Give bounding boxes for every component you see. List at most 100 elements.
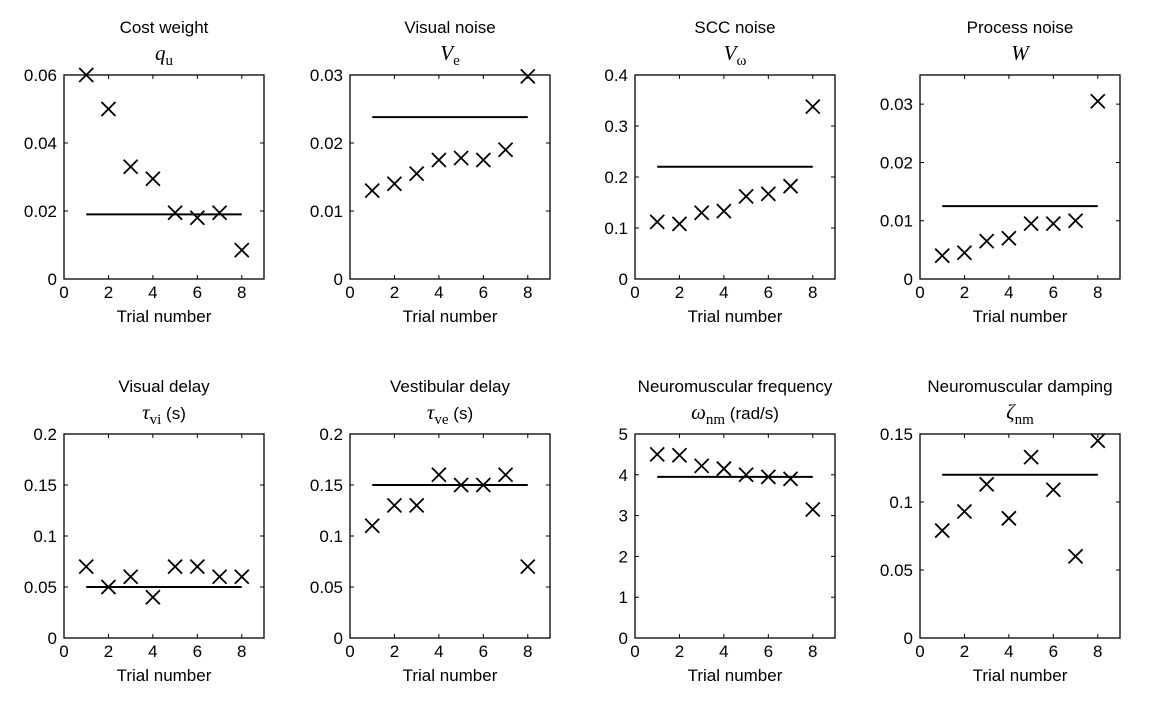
symbol-main: V	[724, 41, 739, 65]
plot-symbol: ζnm	[1006, 400, 1034, 428]
symbol-subscript: e	[453, 53, 460, 69]
x-axis-label: Trial number	[973, 666, 1068, 685]
y-tick-label: 0.06	[24, 66, 57, 85]
symbol-main: ω	[691, 400, 706, 424]
subplot-5: Visual delay τvi (s) 0 2 4 6 8 0 0.05 0.1 0.15 0.2 T…	[24, 377, 265, 685]
data-point	[805, 98, 821, 115]
data-point	[934, 522, 950, 539]
y-tick-label: 0.2	[319, 425, 343, 444]
marker-stroke	[694, 205, 710, 221]
subplot-2: Visual noise Ve 0 2 4 6 8 0 0.01 0.02 0.03 Trial nu…	[310, 18, 551, 326]
x-axis-label: Trial number	[117, 666, 212, 685]
symbol-unit: (rad/s)	[725, 404, 779, 423]
y-tick-label: 0.02	[880, 153, 913, 172]
x-tick-label: 2	[390, 283, 399, 302]
marker-stroke	[956, 503, 973, 520]
y-tick-label: 0.05	[24, 578, 57, 597]
y-tick-label: 0.01	[880, 212, 913, 231]
x-tick-label: 4	[719, 642, 728, 661]
data-point	[167, 205, 183, 221]
data-point	[1067, 548, 1084, 565]
plot-title: SCC noise	[694, 18, 775, 37]
subplot-6: Vestibular delay τve (s) 0 2 4 6 8 0 0.05 0.1 0.15…	[310, 377, 551, 685]
marker-stroke	[1045, 482, 1061, 498]
marker-stroke	[694, 458, 710, 474]
data-point	[409, 165, 425, 182]
marker-stroke	[123, 159, 139, 175]
y-tick-label: 2	[619, 547, 628, 566]
marker-stroke	[738, 467, 754, 483]
data-point	[100, 579, 117, 595]
x-tick-label: 2	[960, 283, 969, 302]
plot-symbol: τvi (s)	[142, 400, 186, 428]
marker-stroke	[979, 476, 995, 492]
marker-stroke	[760, 186, 776, 202]
marker-stroke	[956, 245, 973, 261]
marker-stroke	[716, 203, 732, 219]
data-point	[497, 142, 514, 158]
marker-stroke	[431, 152, 447, 168]
subplot-4: Process noise W 0 2 4 6 8 0 0.01 0.02 0.03 Trial nu…	[880, 18, 1121, 326]
marker-stroke	[167, 205, 183, 221]
data-point	[760, 186, 776, 202]
y-tick-label: 0.2	[33, 425, 57, 444]
data-point	[145, 171, 161, 187]
data-point	[520, 558, 536, 575]
y-tick-label: 0.1	[889, 493, 913, 512]
marker-stroke	[934, 522, 950, 539]
symbol-subscript: ve	[434, 412, 449, 428]
data-point	[979, 476, 995, 492]
marker-stroke	[364, 182, 380, 199]
data-point	[123, 159, 139, 175]
plot-title: Vestibular delay	[390, 377, 511, 396]
x-axis-label: Trial number	[688, 307, 783, 326]
data-point	[431, 467, 447, 483]
x-tick-label: 2	[960, 642, 969, 661]
marker-stroke	[1023, 449, 1039, 465]
x-tick-label: 2	[390, 642, 399, 661]
data-point	[805, 501, 821, 518]
y-tick-label: 0.2	[604, 168, 628, 187]
marker-stroke	[234, 569, 250, 585]
symbol-main: τ	[142, 400, 151, 424]
y-tick-label: 0	[904, 629, 913, 648]
x-tick-label: 8	[523, 642, 532, 661]
plot-symbol: W	[1011, 41, 1031, 65]
marker-stroke	[1067, 213, 1084, 229]
x-tick-label: 0	[630, 283, 639, 302]
y-tick-label: 0.05	[310, 578, 343, 597]
data-point	[694, 205, 710, 221]
y-tick-label: 0.15	[310, 476, 343, 495]
marker-stroke	[453, 150, 469, 166]
marker-stroke	[234, 242, 250, 258]
marker-stroke	[431, 467, 447, 483]
data-point	[760, 469, 776, 485]
data-point	[453, 477, 469, 493]
symbol-subscript: nm	[1015, 412, 1035, 428]
marker-stroke	[649, 446, 665, 463]
y-tick-label: 0.15	[24, 476, 57, 495]
x-tick-label: 6	[1049, 642, 1058, 661]
marker-stroke	[145, 589, 161, 605]
marker-stroke	[100, 101, 117, 117]
marker-stroke	[211, 205, 228, 221]
marker-stroke	[78, 67, 94, 83]
data-point	[1023, 449, 1039, 465]
x-tick-label: 0	[345, 283, 354, 302]
x-tick-label: 4	[719, 283, 728, 302]
plot-area	[919, 433, 1121, 639]
marker-stroke	[497, 467, 514, 483]
y-tick-label: 0	[48, 270, 57, 289]
data-point	[431, 152, 447, 168]
x-tick-label: 2	[675, 642, 684, 661]
plot-title: Process noise	[967, 18, 1074, 37]
plot-title: Visual delay	[118, 377, 210, 396]
marker-stroke	[671, 447, 688, 463]
plot-symbol: Vω	[724, 41, 747, 69]
x-tick-label: 0	[59, 642, 68, 661]
x-tick-label: 8	[237, 642, 246, 661]
x-tick-label: 6	[764, 283, 773, 302]
data-point	[934, 248, 950, 264]
data-point	[1045, 215, 1061, 232]
data-point	[167, 558, 183, 575]
